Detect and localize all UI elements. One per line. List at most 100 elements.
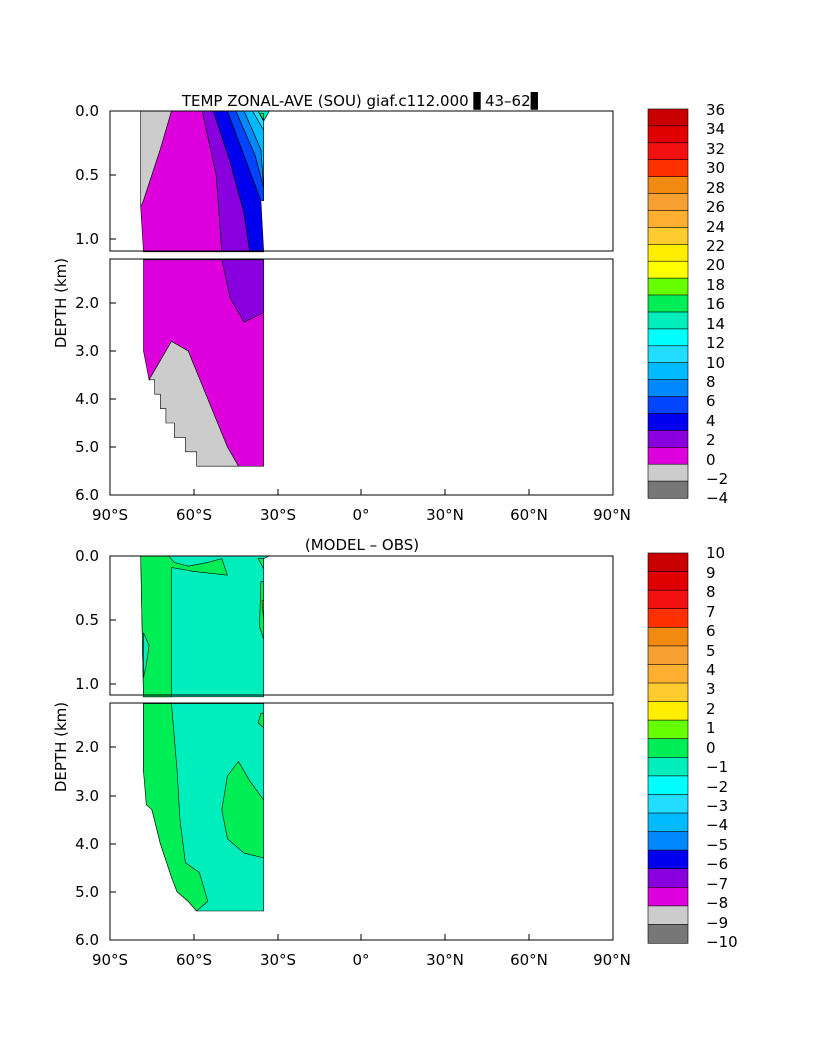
y-tick-label: 1.0 xyxy=(75,675,99,693)
colorbar-swatch xyxy=(647,738,689,758)
colorbar-swatch xyxy=(647,831,689,851)
colorbar-swatch xyxy=(647,277,689,296)
colorbar-label: 10 xyxy=(706,544,725,562)
y-tick-label: 0.0 xyxy=(75,547,99,565)
colorbar-label: 14 xyxy=(706,315,725,333)
colorbar-swatch xyxy=(647,193,689,212)
colorbar-label: 22 xyxy=(706,237,725,255)
y-tick-label: 4.0 xyxy=(75,390,99,408)
colorbar-swatch xyxy=(647,756,689,777)
y-ticks: 0.0 0.5 1.0 2.0 3.0 4.0 5.0 6.0 xyxy=(75,547,116,949)
colorbar-swatch xyxy=(647,608,689,628)
contour-region xyxy=(143,703,209,912)
colorbar-label: 2 xyxy=(706,431,716,449)
colorbar-swatch xyxy=(647,396,689,415)
contour-region xyxy=(259,581,265,640)
colorbar-swatch xyxy=(647,244,689,262)
model-minus-obs-chart: (MODEL – OBS) DEPTH (km) 0.0 0.5 1.0 2.0… xyxy=(52,536,738,969)
colorbar-swatch xyxy=(647,210,689,229)
upper-panel-regions xyxy=(140,110,270,253)
y-tick-label: 1.0 xyxy=(75,230,99,248)
colorbar-label: −9 xyxy=(706,914,728,932)
colorbar-label: −1 xyxy=(706,758,728,776)
chart-title: (MODEL – OBS) xyxy=(305,536,419,554)
colorbar-label: −2 xyxy=(706,470,728,488)
colorbar-swatch xyxy=(647,463,689,482)
colorbar-label: 4 xyxy=(706,412,716,430)
colorbar-label: 0 xyxy=(706,739,716,757)
x-ticks: 90°S 60°S 30°S 0° 30°N 60°N 90°N xyxy=(92,489,631,524)
contour-region xyxy=(148,340,240,467)
colorbar-swatch xyxy=(647,379,689,398)
colorbar-swatch xyxy=(647,701,689,721)
temperature-zonal-average-chart: TEMP ZONAL-AVE (SOU) giaf.c112.000 ▋43–6… xyxy=(52,91,728,524)
colorbar-swatch xyxy=(647,552,689,573)
y-tick-label: 0.5 xyxy=(75,611,99,629)
contour-region xyxy=(140,555,228,698)
colorbar-swatch xyxy=(647,446,689,465)
y-tick-label: 2.0 xyxy=(75,294,99,312)
y-tick-label: 6.0 xyxy=(75,931,99,949)
colorbar-label: 16 xyxy=(706,295,725,313)
y-tick-label: 6.0 xyxy=(75,486,99,504)
colorbar-label: 1 xyxy=(706,719,716,737)
colorbar-swatch xyxy=(647,905,689,926)
colorbar-swatch xyxy=(647,924,689,944)
colorbar-label: −4 xyxy=(706,489,728,507)
contour-region xyxy=(258,113,265,122)
x-tick-label: 60°N xyxy=(510,951,548,969)
colorbar-swatch xyxy=(647,362,689,381)
y-tick-label: 2.0 xyxy=(75,738,99,756)
colorbar-label: 20 xyxy=(706,256,725,274)
x-tick-label: 60°S xyxy=(176,951,212,969)
colorbar-label: −3 xyxy=(706,797,728,815)
x-tick-label: 60°S xyxy=(176,506,212,524)
y-axis-label: DEPTH (km) xyxy=(52,258,70,348)
colorbar-swatch xyxy=(647,260,689,279)
colorbar-label: −7 xyxy=(706,875,728,893)
colorbar-swatch xyxy=(647,589,689,610)
colorbar xyxy=(647,552,689,944)
contour-region xyxy=(143,632,150,678)
colorbar-swatch xyxy=(647,868,689,888)
lower-panel-regions xyxy=(143,703,265,912)
colorbar-swatch xyxy=(647,719,689,740)
contour-region xyxy=(261,600,265,621)
y-tick-label: 0.0 xyxy=(75,102,99,120)
contour-region xyxy=(257,712,265,729)
colorbar-swatch xyxy=(647,345,689,364)
colorbar-swatch xyxy=(647,413,689,431)
colorbar-label: −2 xyxy=(706,778,728,796)
colorbar-label: −8 xyxy=(706,894,728,912)
y-tick-label: 4.0 xyxy=(75,835,99,853)
contour-region xyxy=(221,259,265,323)
colorbar-swatch xyxy=(647,328,689,347)
colorbar-swatch xyxy=(647,794,689,814)
colorbar-label: 10 xyxy=(706,354,725,372)
lower-panel-regions xyxy=(143,259,265,467)
x-tick-label: 30°S xyxy=(260,506,296,524)
contour-region xyxy=(221,760,265,859)
y-tick-label: 3.0 xyxy=(75,787,99,805)
colorbar-label: 0 xyxy=(706,451,716,469)
colorbar-label: 32 xyxy=(706,140,725,158)
colorbar-label: −5 xyxy=(706,836,728,854)
colorbar-swatch xyxy=(647,159,689,178)
colorbar-label: −6 xyxy=(706,855,728,873)
colorbar-label: 12 xyxy=(706,334,725,352)
colorbar-swatch xyxy=(647,142,689,161)
colorbar-label: 26 xyxy=(706,198,725,216)
colorbar-label: 8 xyxy=(706,583,716,601)
colorbar-label: 6 xyxy=(706,392,716,410)
colorbar-swatch xyxy=(647,849,689,870)
colorbar-swatch xyxy=(647,108,689,127)
colorbar-label: 30 xyxy=(706,159,725,177)
contour-region xyxy=(257,558,265,569)
x-tick-label: 30°N xyxy=(426,506,464,524)
colorbar-label: 4 xyxy=(706,661,716,679)
colorbar-label: 8 xyxy=(706,373,716,391)
y-axis-label: DEPTH (km) xyxy=(52,702,70,792)
y-tick-label: 5.0 xyxy=(75,883,99,901)
chart-title: TEMP ZONAL-AVE (SOU) giaf.c112.000 ▋43–6… xyxy=(181,91,542,110)
colorbar-label: 3 xyxy=(706,680,716,698)
